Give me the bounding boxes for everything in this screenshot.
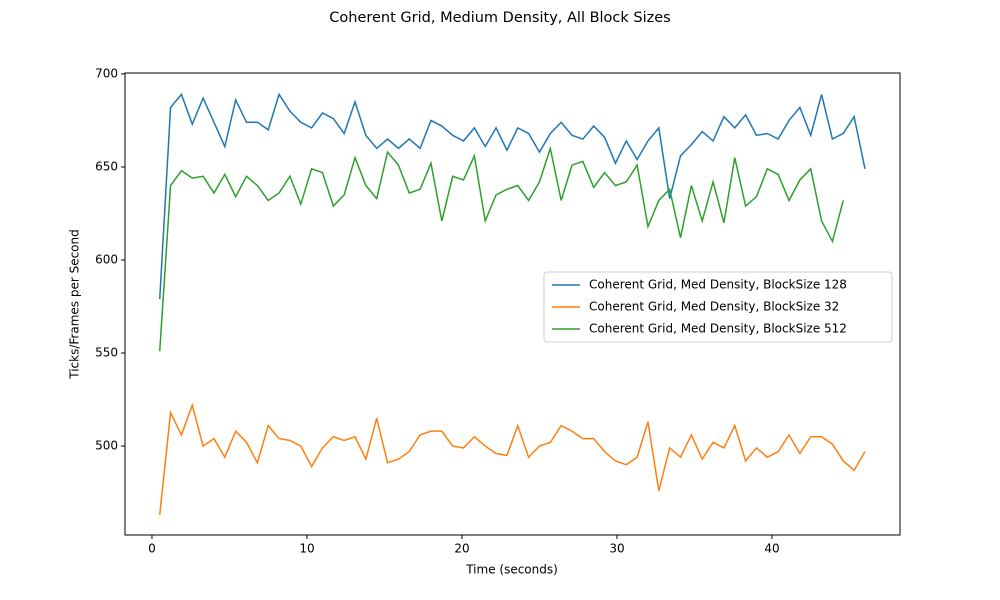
y-tick-label: 600 [95,252,118,266]
legend: Coherent Grid, Med Density, BlockSize 12… [543,271,893,343]
legend-label: Coherent Grid, Med Density, BlockSize 32 [589,300,839,314]
y-tick-label: 700 [95,66,118,80]
chart-title: Coherent Grid, Medium Density, All Block… [329,10,670,26]
legend-label: Coherent Grid, Med Density, BlockSize 51… [589,322,847,336]
y-axis-label: Ticks/Frames per Second [68,229,82,380]
x-tick-label: 40 [764,542,779,556]
legend-label: Coherent Grid, Med Density, BlockSize 12… [589,278,847,292]
x-tick-label: 10 [299,542,314,556]
legend-box [543,271,893,343]
y-tick-label: 500 [95,439,118,453]
x-axis-label: Time (seconds) [465,563,558,577]
x-tick-label: 30 [609,542,624,556]
plot-frame [124,72,901,536]
y-tick-label: 650 [95,159,118,173]
x-tick-label: 0 [148,542,156,556]
x-tick-label: 20 [454,542,469,556]
y-tick-label: 550 [95,346,118,360]
series-line [158,92,866,300]
series-line [158,402,866,515]
series-line [158,145,844,352]
